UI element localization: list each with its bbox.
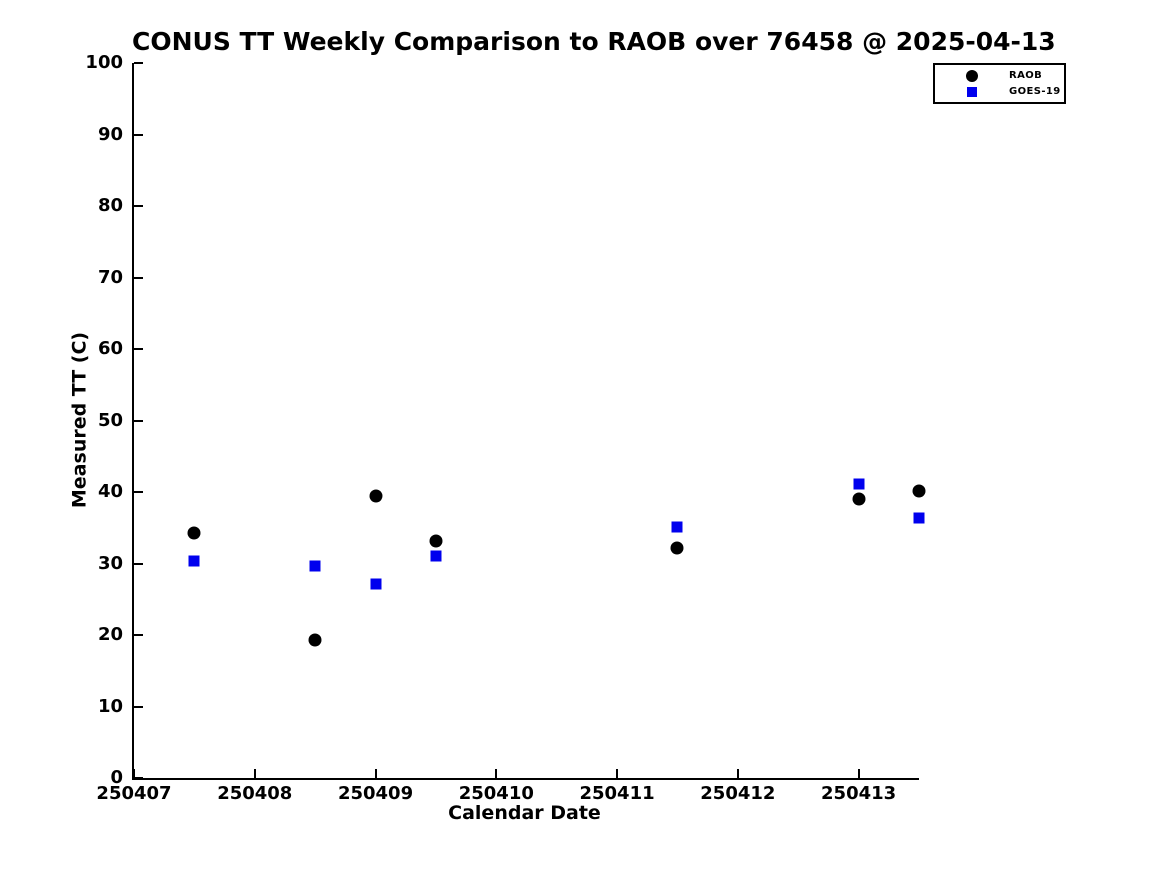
y-tick-label: 70: [97, 266, 123, 288]
legend-item-goes19: GOES-19: [935, 85, 1064, 98]
y-tick-label: 50: [97, 409, 123, 431]
x-tick-mark: [253, 769, 256, 778]
y-tick-label: 30: [97, 552, 123, 574]
y-tick-mark: [134, 491, 143, 493]
legend-marker-cell: [935, 69, 1009, 82]
y-tick-mark: [134, 562, 143, 565]
goes19-data-point: [671, 521, 683, 533]
goes19-data-point: [853, 478, 865, 490]
goes19-square-marker-icon: [967, 86, 977, 97]
y-tick-label: 10: [97, 695, 123, 717]
x-tick-label: 250413: [821, 783, 897, 804]
y-tick-mark: [134, 205, 143, 207]
x-axis-label: Calendar Date: [448, 802, 601, 824]
x-tick-mark: [736, 769, 739, 778]
legend-label-goes19: GOES-19: [1009, 85, 1061, 97]
raob-data-point: [308, 633, 322, 647]
x-tick-label: 250409: [337, 783, 414, 804]
goes19-data-point: [430, 550, 442, 562]
raob-data-point: [429, 534, 443, 548]
y-tick-label: 100: [85, 52, 123, 73]
x-tick-label: 250411: [579, 783, 655, 804]
raob-data-point: [912, 484, 926, 498]
raob-data-point: [369, 489, 383, 503]
goes19-data-point: [913, 512, 925, 524]
plot-area: 0 10 20 30 40 50 60 70 80 90 100 250407 250408 250409…: [85, 54, 926, 803]
x-tick-label: 250410: [458, 783, 534, 804]
y-tick-mark: [134, 777, 143, 779]
goes19-data-point: [309, 560, 321, 572]
goes19-data-point: [370, 578, 382, 590]
y-tick-label: 60: [97, 338, 123, 359]
x-tick-mark: [133, 769, 135, 778]
legend-item-raob: RAOB: [935, 69, 1064, 82]
legend-label-raob: RAOB: [1009, 69, 1043, 81]
raob-data-point: [187, 526, 201, 540]
y-tick-mark: [134, 133, 143, 136]
y-tick-mark: [134, 62, 143, 64]
y-tick-mark: [134, 634, 143, 636]
y-tick-mark: [134, 276, 143, 279]
legend-marker-cell: [935, 86, 1009, 97]
x-tick-label: 250412: [700, 783, 776, 804]
x-tick-label: 250408: [217, 783, 293, 804]
y-axis-label: Measured TT (C): [68, 331, 91, 509]
legend: RAOB GOES-19: [933, 63, 1066, 104]
x-tick-mark: [857, 769, 860, 778]
x-tick-mark: [616, 769, 619, 778]
chart-title: CONUS TT Weekly Comparison to RAOB over …: [132, 27, 1056, 56]
y-tick-mark: [134, 348, 143, 350]
goes19-data-point: [188, 555, 200, 567]
y-tick-mark: [134, 419, 143, 422]
raob-circle-marker-icon: [966, 69, 978, 82]
y-tick-label: 20: [97, 624, 123, 645]
y-tick-label: 0: [110, 767, 123, 788]
x-tick-label: 250407: [96, 783, 172, 804]
raob-data-point: [852, 492, 866, 506]
raob-data-point: [670, 541, 684, 555]
y-tick-label: 40: [97, 481, 123, 502]
x-tick-mark: [374, 769, 377, 778]
x-tick-mark: [495, 769, 498, 778]
y-tick-mark: [134, 705, 143, 708]
y-tick-label: 80: [97, 195, 123, 216]
y-tick-label: 90: [97, 123, 123, 145]
